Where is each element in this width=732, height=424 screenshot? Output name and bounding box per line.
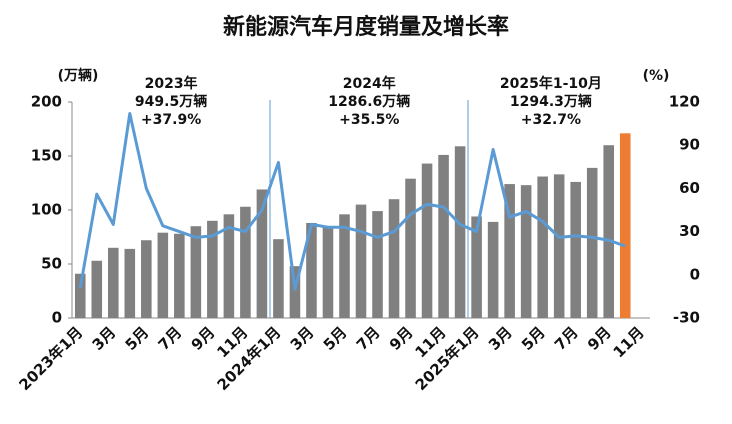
bar bbox=[223, 214, 235, 318]
bar bbox=[157, 232, 169, 318]
bar bbox=[91, 260, 103, 318]
bar bbox=[273, 239, 284, 318]
bar bbox=[586, 167, 598, 318]
bar bbox=[603, 145, 614, 318]
bar bbox=[372, 211, 383, 318]
annotation: 1286.6万辆 bbox=[328, 93, 410, 110]
x-tick-label: 3月 bbox=[485, 323, 516, 354]
y2-axis-label: (%) bbox=[643, 68, 670, 84]
bar bbox=[355, 204, 367, 318]
annotation: 2025年1-10月 bbox=[500, 75, 602, 92]
annotation: +35.5% bbox=[339, 112, 399, 128]
x-tick-label: 7月 bbox=[353, 323, 384, 354]
x-tick-label: 5月 bbox=[518, 323, 549, 354]
y-tick-label: 100 bbox=[31, 201, 62, 219]
bar bbox=[570, 181, 581, 318]
x-tick-label: 7月 bbox=[155, 323, 186, 354]
annotation: 2024年 bbox=[343, 75, 396, 92]
bar bbox=[190, 226, 202, 318]
x-tick-label: 5月 bbox=[320, 323, 351, 354]
x-tick-label: 3月 bbox=[89, 323, 120, 354]
y-tick-label: 50 bbox=[41, 255, 62, 273]
y2-tick-label: 60 bbox=[679, 179, 700, 197]
x-tick-label: 11月 bbox=[610, 323, 648, 361]
bar bbox=[454, 146, 466, 318]
bar bbox=[74, 273, 86, 318]
annotation: 2023年 bbox=[145, 75, 198, 92]
y2-tick-label: -30 bbox=[673, 309, 700, 327]
bar bbox=[388, 199, 400, 318]
bar bbox=[520, 185, 532, 318]
annotation: +32.7% bbox=[521, 112, 581, 128]
bar bbox=[207, 220, 218, 318]
y2-tick-label: 90 bbox=[679, 136, 700, 154]
bar bbox=[240, 206, 251, 318]
y-tick-label: 0 bbox=[52, 309, 62, 327]
bar bbox=[108, 247, 119, 318]
bar bbox=[471, 216, 482, 318]
bar bbox=[174, 233, 185, 318]
annotation: 1294.3万辆 bbox=[510, 93, 592, 110]
chart-title: 新能源汽车月度销量及增长率 bbox=[223, 14, 509, 40]
bar bbox=[421, 163, 433, 318]
line bbox=[78, 112, 626, 291]
bar bbox=[537, 176, 548, 318]
y2-tick-label: 120 bbox=[669, 93, 700, 111]
bar bbox=[339, 214, 350, 318]
bar bbox=[438, 154, 449, 318]
x-tick-label: 7月 bbox=[551, 323, 582, 354]
bar bbox=[322, 226, 334, 318]
x-tick-label: 5月 bbox=[122, 323, 153, 354]
bar bbox=[405, 178, 416, 318]
bar bbox=[619, 133, 631, 318]
annotation: +37.9% bbox=[141, 112, 201, 128]
y2-tick-label: 30 bbox=[679, 222, 700, 240]
y-tick-label: 200 bbox=[31, 93, 62, 111]
bar bbox=[256, 189, 268, 318]
bar bbox=[141, 240, 152, 318]
y-tick-label: 150 bbox=[31, 147, 62, 165]
y2-tick-label: 0 bbox=[690, 265, 700, 283]
x-tick-label: 2023年1月 bbox=[15, 323, 86, 394]
x-tick-label: 3月 bbox=[287, 323, 318, 354]
bar bbox=[504, 184, 515, 318]
annotation: 949.5万辆 bbox=[135, 93, 207, 110]
y-axis-label: (万辆) bbox=[58, 67, 99, 84]
bar bbox=[289, 266, 301, 318]
bar bbox=[553, 174, 565, 318]
bar bbox=[306, 222, 317, 318]
bar bbox=[124, 248, 136, 318]
bar bbox=[487, 221, 499, 318]
